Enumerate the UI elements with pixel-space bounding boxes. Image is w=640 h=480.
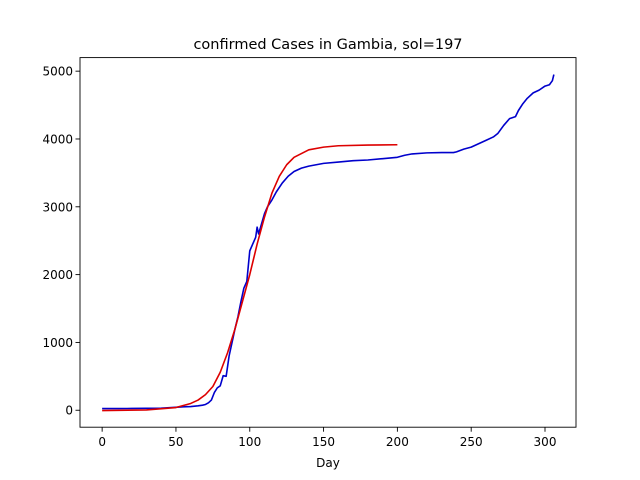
x-tick-label: 300: [534, 435, 557, 449]
y-tick-label: 1000: [42, 336, 73, 350]
y-tick-label: 2000: [42, 268, 73, 282]
series-line-confirmed: [102, 74, 555, 410]
y-axis: 0 1000 2000 3000 4000 5000: [42, 65, 80, 418]
x-tick-label: 250: [460, 435, 483, 449]
x-tick-label: 0: [98, 435, 106, 449]
series-line-fitted: [102, 143, 398, 412]
x-tick-label: 150: [312, 435, 335, 449]
plot-frame: [79, 57, 577, 428]
y-tick-label: 0: [65, 404, 73, 418]
x-tick-label: 100: [238, 435, 261, 449]
x-axis-label: Day: [316, 456, 340, 470]
plot-area: [80, 57, 576, 428]
x-axis: 0 50 100 150 200 250 300: [98, 427, 556, 449]
y-tick-label: 5000: [42, 65, 73, 79]
y-tick-label: 3000: [42, 200, 73, 214]
y-tick-label: 4000: [42, 132, 73, 146]
chart-title: confirmed Cases in Gambia, sol=197: [193, 37, 462, 53]
series-layer: [102, 74, 555, 412]
x-tick-label: 50: [168, 435, 183, 449]
x-tick-label: 200: [386, 435, 409, 449]
